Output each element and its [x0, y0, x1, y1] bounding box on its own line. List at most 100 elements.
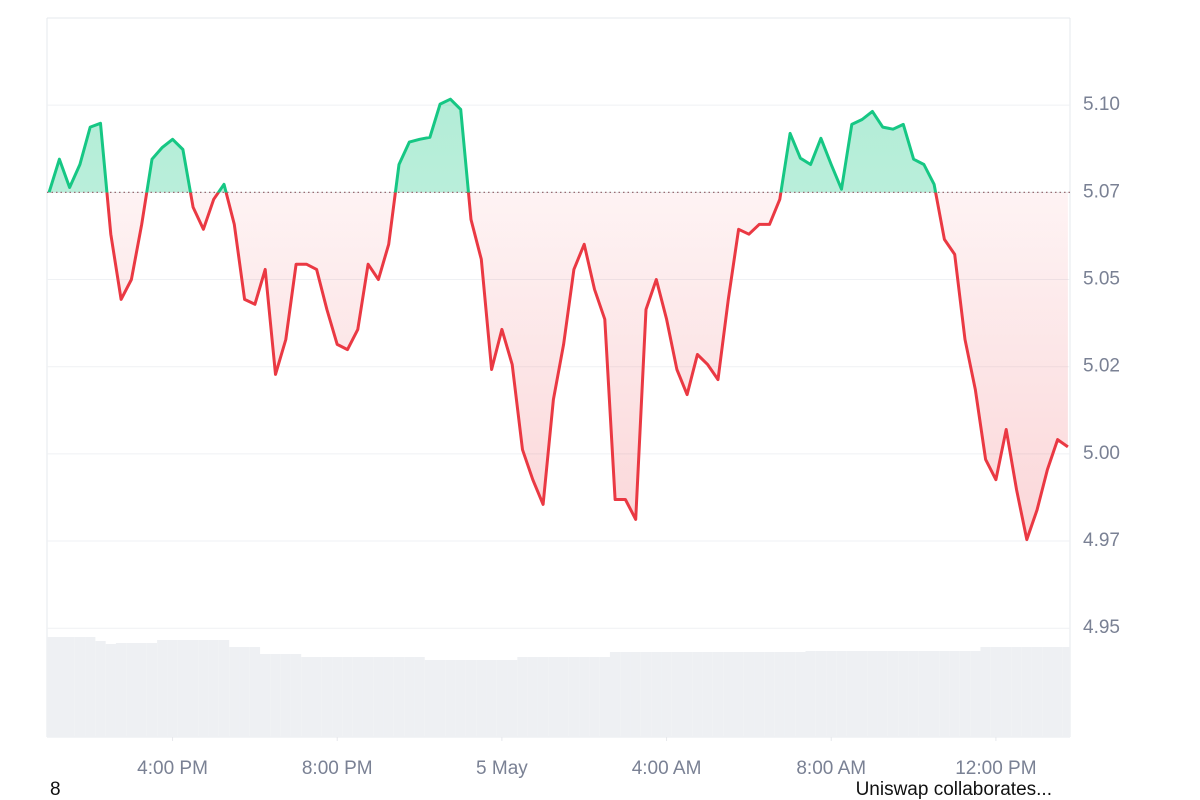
- volume-bar: [136, 643, 147, 737]
- volume-bar: [507, 660, 518, 737]
- volume-bar: [609, 652, 621, 737]
- volume-bar: [434, 660, 446, 737]
- price-line: [47, 97, 1069, 542]
- x-tick-label: 4:00 PM: [137, 758, 208, 779]
- volume-bar: [74, 637, 86, 737]
- volume-bar: [682, 652, 693, 737]
- volume-bar: [260, 654, 271, 737]
- volume-bar: [455, 660, 466, 737]
- volume-bar: [332, 657, 343, 737]
- volume-bar: [733, 652, 744, 737]
- volume-bar: [836, 651, 847, 737]
- volume-bar: [445, 660, 456, 737]
- volume-bar: [558, 657, 569, 737]
- volume-bar: [476, 660, 487, 737]
- volume-bar: [970, 651, 981, 737]
- volume-bar: [846, 651, 857, 737]
- volume-bar: [939, 651, 950, 737]
- volume-bar: [929, 651, 940, 737]
- volume-bar: [239, 647, 250, 737]
- volume-bar: [1011, 647, 1022, 737]
- volume-bar: [764, 652, 775, 737]
- volume-bar: [465, 660, 477, 737]
- volume-bar: [651, 652, 662, 737]
- volume-bar: [579, 657, 590, 737]
- volume-bar: [126, 643, 137, 737]
- volume-bar: [959, 651, 971, 737]
- volume-bar: [342, 657, 353, 737]
- volume-bar: [321, 657, 333, 737]
- volume-bar: [362, 657, 374, 737]
- volume-bar: [774, 652, 785, 737]
- volume-bar: [249, 647, 261, 737]
- volume-bar: [754, 652, 765, 737]
- volume-bar: [373, 657, 384, 737]
- y-tick-label: 5.10: [1083, 94, 1120, 115]
- volume-bar: [414, 657, 425, 737]
- volume-bar: [64, 637, 75, 737]
- volume-bar: [115, 643, 127, 737]
- volume-bar: [85, 637, 96, 737]
- volume-bar: [548, 657, 559, 737]
- volume-bar: [949, 651, 960, 737]
- volume-bar: [1062, 647, 1070, 737]
- volume-bar: [1001, 647, 1012, 737]
- x-tick-label: 8:00 PM: [302, 758, 373, 779]
- volume-bar: [54, 637, 65, 737]
- volume-bar: [198, 640, 209, 737]
- volume-bar: [517, 657, 528, 737]
- volume-bar: [424, 660, 435, 737]
- x-tick-label: 12:00 PM: [955, 758, 1036, 779]
- volume-bar: [784, 652, 796, 737]
- volume-bar: [568, 657, 580, 737]
- volume-bar: [661, 652, 672, 737]
- volume-bar: [887, 651, 899, 737]
- footer-left: 8: [50, 779, 61, 800]
- volume-bar: [640, 652, 652, 737]
- volume-bar: [229, 647, 240, 737]
- volume-bar: [795, 652, 806, 737]
- price-area: [49, 99, 1068, 540]
- volume-bar: [352, 657, 363, 737]
- volume-bar: [177, 640, 188, 737]
- volume-bar: [908, 651, 919, 737]
- volume-bar: [692, 652, 703, 737]
- volume-bar: [620, 652, 631, 737]
- volume-bar: [404, 657, 415, 737]
- volume-bar: [826, 651, 837, 737]
- volume-bar: [980, 647, 991, 737]
- volume-bar: [393, 657, 405, 737]
- volume-bar: [95, 641, 106, 737]
- volume-bar: [867, 651, 878, 737]
- volume-bar: [702, 652, 713, 737]
- y-tick-label: 5.02: [1083, 356, 1120, 377]
- volume-bar: [290, 654, 302, 737]
- x-tick-label: 8:00 AM: [796, 758, 866, 779]
- volume-bar: [877, 651, 888, 737]
- volume-bar: [157, 640, 168, 737]
- volume-bar: [301, 657, 312, 737]
- volume-bar: [105, 644, 116, 737]
- volume-bar: [599, 657, 610, 737]
- volume-bar: [537, 657, 549, 737]
- volume-bar: [167, 640, 178, 737]
- volume-bar: [486, 660, 497, 737]
- volume-bar: [1021, 647, 1032, 737]
- volume-bar: [712, 652, 724, 737]
- x-tick-label: 4:00 AM: [632, 758, 702, 779]
- volume-bar: [723, 652, 734, 737]
- volume-bar: [47, 637, 58, 737]
- volume-bar: [383, 657, 394, 737]
- y-tick-label: 4.97: [1083, 530, 1120, 551]
- volume-bar: [146, 643, 158, 737]
- volume-bar: [898, 651, 909, 737]
- volume-bar: [1052, 647, 1063, 737]
- volume-bar: [671, 652, 683, 737]
- volume-bar: [990, 647, 1002, 737]
- volume-bar: [1042, 647, 1053, 737]
- x-tick-label: 5 May: [476, 758, 528, 779]
- volume-bar: [1031, 647, 1043, 737]
- volume-bar: [187, 640, 199, 737]
- volume-bar: [270, 654, 281, 737]
